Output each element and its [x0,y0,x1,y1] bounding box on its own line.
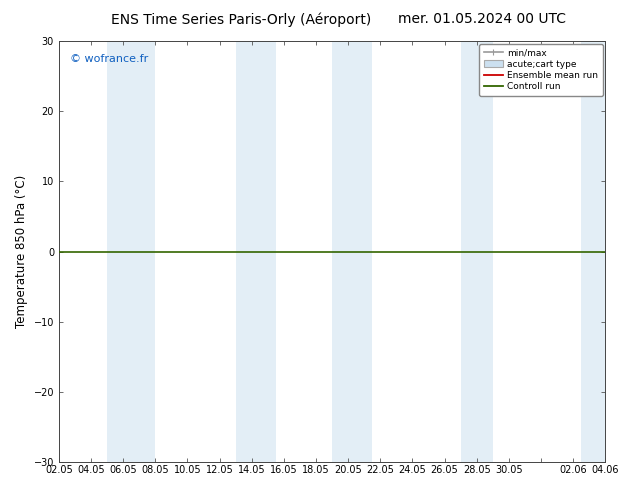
Bar [581,41,621,462]
Text: © wofrance.fr: © wofrance.fr [70,54,148,64]
Bar [236,41,276,462]
Text: ENS Time Series Paris-Orly (Aéroport): ENS Time Series Paris-Orly (Aéroport) [111,12,371,27]
Bar [107,41,155,462]
Text: mer. 01.05.2024 00 UTC: mer. 01.05.2024 00 UTC [398,12,566,26]
Y-axis label: Temperature 850 hPa (°C): Temperature 850 hPa (°C) [15,175,28,328]
Legend: min/max, acute;cart type, Ensemble mean run, Controll run: min/max, acute;cart type, Ensemble mean … [479,44,602,96]
Bar [461,41,493,462]
Bar [332,41,372,462]
